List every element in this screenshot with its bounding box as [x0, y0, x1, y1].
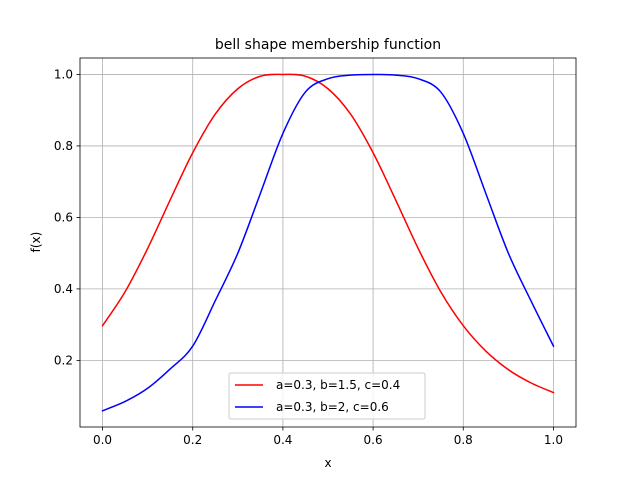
y-tick-label: 0.4	[54, 282, 73, 296]
y-tick-label: 0.2	[54, 353, 73, 367]
x-tick-label: 0.6	[364, 433, 383, 447]
ticks: 0.0 0.2 0.4 0.6 0.8 1.0 0.2 0.4 0.6 0.8 1.0	[54, 67, 563, 447]
series-line-2	[101, 73, 555, 412]
y-tick-label: 0.8	[54, 139, 73, 153]
y-axis-label: f(x)	[29, 232, 43, 253]
axes-frame	[79, 57, 577, 428]
y-tick-label: 0.6	[54, 210, 73, 224]
chart-title: bell shape membership function	[215, 37, 441, 53]
legend-label-series-1: a=0.3, b=1.5, c=0.4	[276, 378, 400, 392]
legend: a=0.3, b=1.5, c=0.4 a=0.3, b=2, c=0.6	[228, 372, 426, 420]
x-tick-label: 0.4	[273, 433, 292, 447]
x-tick-label: 0.0	[93, 433, 112, 447]
series-line-1	[101, 73, 555, 394]
legend-label-series-2: a=0.3, b=2, c=0.6	[276, 400, 389, 414]
x-tick-label: 0.2	[183, 433, 202, 447]
x-tick-label: 0.8	[454, 433, 473, 447]
x-axis-label: x	[324, 456, 331, 470]
y-tick-label: 1.0	[54, 67, 73, 81]
x-tick-label: 1.0	[544, 433, 563, 447]
series-lines	[101, 73, 555, 412]
legend-box	[228, 372, 426, 420]
